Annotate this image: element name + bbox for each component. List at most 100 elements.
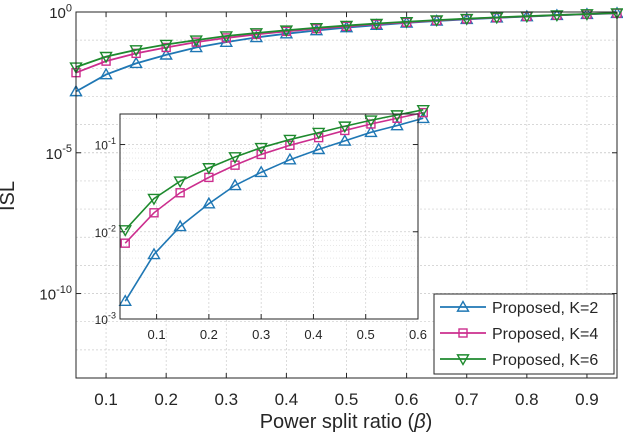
data-point	[309, 22, 324, 35]
legend-entry: Proposed, K=4	[440, 326, 598, 343]
x-tick-label: 0.5	[357, 327, 375, 342]
series-proposed-k-2	[118, 111, 430, 307]
data-point	[129, 56, 143, 69]
data-point	[254, 142, 268, 155]
legend-marker	[456, 300, 470, 312]
x-tick-label: 0.7	[455, 390, 479, 409]
data-point	[99, 67, 113, 80]
data-point	[364, 115, 378, 128]
data-point	[339, 20, 354, 33]
x-tick-label: 0.5	[335, 390, 359, 409]
data-point	[610, 8, 623, 20]
x-axis-label-suffix: )	[426, 411, 433, 433]
x-tick-label: 0.6	[409, 327, 427, 342]
inset-plot-area: 0.1 0.2 0.3 0.4 0.5 0.6 10-110-210-3	[95, 104, 430, 342]
y-tick-label: 10-5	[46, 143, 72, 163]
data-point	[550, 10, 564, 22]
data-point	[390, 110, 404, 122]
data-point	[429, 15, 444, 28]
data-point	[99, 51, 113, 64]
data-point	[173, 176, 187, 189]
series-line	[75, 12, 618, 68]
data-point	[219, 31, 233, 43]
y-tick-label-base: 10	[95, 313, 109, 327]
x-tick-label: 0.2	[154, 390, 178, 409]
y-axis-label: ISL	[0, 181, 19, 211]
data-point	[120, 238, 130, 248]
data-point	[279, 25, 294, 38]
main-x-tick-labels: 0.1 0.2 0.3 0.4 0.5 0.6 0.7 0.8 0.9	[94, 390, 599, 409]
data-point	[283, 152, 297, 165]
data-point	[416, 104, 430, 117]
data-point	[159, 39, 173, 52]
legend-entry: Proposed, K=2	[440, 300, 598, 317]
legend-marker	[456, 354, 470, 366]
y-tick-label-exponent: -5	[62, 143, 72, 155]
y-tick-label-base: 10	[49, 5, 66, 22]
series-proposed-k-6	[69, 8, 623, 75]
data-point	[228, 178, 242, 191]
data-point	[161, 42, 171, 53]
legend-label: Proposed, K=6	[492, 352, 598, 369]
y-tick-label: 100	[49, 2, 72, 22]
data-point	[228, 152, 242, 164]
legend-entry: Proposed, K=6	[440, 352, 598, 369]
data-point	[311, 127, 326, 140]
data-point	[118, 225, 132, 237]
data-point	[147, 193, 161, 206]
inset-plot-background	[120, 114, 418, 319]
data-point	[416, 111, 430, 124]
y-tick-label: 10-10	[39, 284, 72, 304]
data-point	[364, 125, 378, 138]
y-tick-label-base: 10	[46, 146, 63, 163]
x-tick-label: 0.1	[94, 390, 118, 409]
y-tick-label-exponent: -1	[108, 136, 116, 146]
y-tick-label: 10-2	[95, 223, 116, 239]
inset-series-group	[118, 104, 430, 307]
x-tick-label: 0.3	[252, 327, 270, 342]
data-point	[338, 134, 352, 146]
data-point	[285, 140, 295, 150]
legend-entries: Proposed, K=2 Proposed, K=4 Proposed, K=6	[440, 300, 598, 369]
main-plot-border	[75, 11, 618, 379]
y-tick-label-exponent: 0	[66, 2, 72, 14]
y-tick-label-base: 10	[39, 287, 56, 304]
data-point	[147, 247, 161, 260]
data-point	[390, 118, 404, 131]
series-proposed-k-6	[118, 104, 430, 237]
legend: Proposed, K=2 Proposed, K=4 Proposed, K=6	[433, 293, 615, 375]
data-point	[490, 12, 504, 25]
inset-x-tick-labels: 0.1 0.2 0.3 0.4 0.5 0.6	[148, 327, 427, 342]
data-point	[369, 18, 384, 31]
data-point	[311, 142, 326, 155]
x-tick-label: 0.6	[395, 390, 419, 409]
data-point	[460, 13, 474, 26]
main-series-group	[69, 6, 623, 97]
data-point	[129, 45, 143, 57]
y-tick-label-base: 10	[95, 139, 109, 153]
y-tick-label-exponent: -2	[108, 223, 116, 233]
legend-label: Proposed, K=2	[492, 300, 598, 317]
x-tick-label: 0.1	[148, 327, 166, 342]
data-point	[338, 121, 352, 134]
data-point	[254, 165, 268, 178]
data-point	[283, 134, 297, 147]
x-tick-label: 0.2	[200, 327, 218, 342]
x-tick-label: 0.9	[575, 390, 599, 409]
data-point	[279, 26, 294, 39]
data-point	[256, 149, 266, 160]
y-tick-label: 10-1	[95, 136, 116, 152]
data-point	[173, 219, 187, 232]
x-tick-label: 0.4	[304, 327, 322, 342]
inset-plot-border	[119, 113, 419, 320]
x-tick-label: 0.4	[275, 390, 299, 409]
inset-y-tick-labels: 10-110-210-3	[95, 136, 116, 327]
data-point	[313, 132, 324, 143]
legend-label: Proposed, K=4	[492, 326, 598, 343]
y-tick-label: 10-3	[95, 311, 116, 327]
y-tick-label-base: 10	[95, 226, 109, 240]
y-tick-label-exponent: -3	[108, 311, 116, 321]
x-tick-label: 0.3	[214, 390, 238, 409]
data-point	[175, 188, 185, 198]
